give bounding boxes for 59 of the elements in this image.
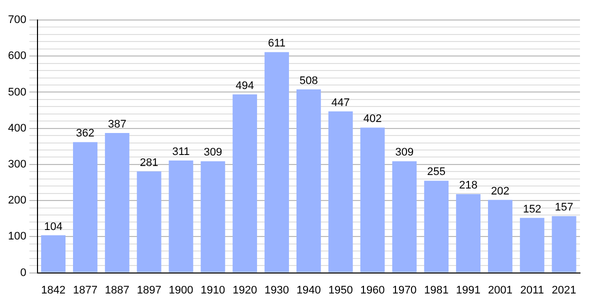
data-label: 311 xyxy=(172,146,190,158)
x-tick-label: 1970 xyxy=(392,284,417,296)
x-tick-label: 2001 xyxy=(488,284,512,296)
x-tick-label: 1981 xyxy=(424,284,449,296)
data-label: 494 xyxy=(236,80,254,92)
bar xyxy=(232,94,258,272)
x-tick-label: 1842 xyxy=(41,284,66,296)
data-label: 218 xyxy=(459,180,478,192)
y-tick-label: 400 xyxy=(8,122,26,134)
bar xyxy=(168,160,194,272)
bar xyxy=(360,128,385,272)
data-label: 309 xyxy=(395,146,414,159)
y-tick-label: 500 xyxy=(8,86,26,98)
data-label: 157 xyxy=(554,202,574,214)
y-tick-label: 700 xyxy=(8,14,26,26)
y-tick-label: 600 xyxy=(8,50,26,62)
data-label: 508 xyxy=(299,74,318,87)
bar xyxy=(41,235,66,272)
data-label: 447 xyxy=(331,96,350,109)
data-label: 387 xyxy=(108,118,126,131)
y-tick-label: 300 xyxy=(8,158,26,170)
y-tick-label: 0 xyxy=(20,266,26,279)
x-tick-label: 1940 xyxy=(296,284,321,296)
data-label: 104 xyxy=(44,220,62,233)
bar xyxy=(488,200,512,272)
bar xyxy=(73,142,98,272)
x-tick-label: 1991 xyxy=(456,284,481,296)
x-tick-label: 1960 xyxy=(360,284,385,296)
y-tick-label: 200 xyxy=(8,194,26,207)
x-tick-label: 1920 xyxy=(232,284,258,296)
x-tick-label: 1900 xyxy=(168,284,194,296)
bar xyxy=(456,194,480,272)
bar xyxy=(296,89,321,272)
x-tick-label: 1897 xyxy=(136,284,162,296)
data-label: 362 xyxy=(76,128,94,140)
x-tick-label: 2011 xyxy=(520,284,544,296)
data-label: 255 xyxy=(427,166,446,178)
bar xyxy=(520,218,544,272)
x-tick-label: 1877 xyxy=(72,284,98,296)
data-label: 202 xyxy=(491,185,510,198)
x-tick-label: 1950 xyxy=(328,284,353,296)
bar xyxy=(136,171,162,272)
x-tick-label: 1910 xyxy=(200,284,226,296)
bar xyxy=(264,52,289,272)
data-label: 402 xyxy=(363,113,382,126)
y-tick-label: 100 xyxy=(8,230,26,243)
x-tick-label: 1930 xyxy=(264,284,289,296)
bar xyxy=(392,161,417,272)
data-label: 309 xyxy=(204,146,222,159)
data-label: 152 xyxy=(522,203,542,216)
bar xyxy=(328,111,353,272)
bar xyxy=(104,133,130,272)
data-label: 281 xyxy=(140,156,158,169)
bar xyxy=(552,216,576,272)
x-tick-label: 1887 xyxy=(104,284,130,296)
bar xyxy=(424,180,449,272)
data-label: 611 xyxy=(268,38,286,50)
x-tick-label: 2021 xyxy=(552,284,576,296)
bar xyxy=(200,161,226,272)
